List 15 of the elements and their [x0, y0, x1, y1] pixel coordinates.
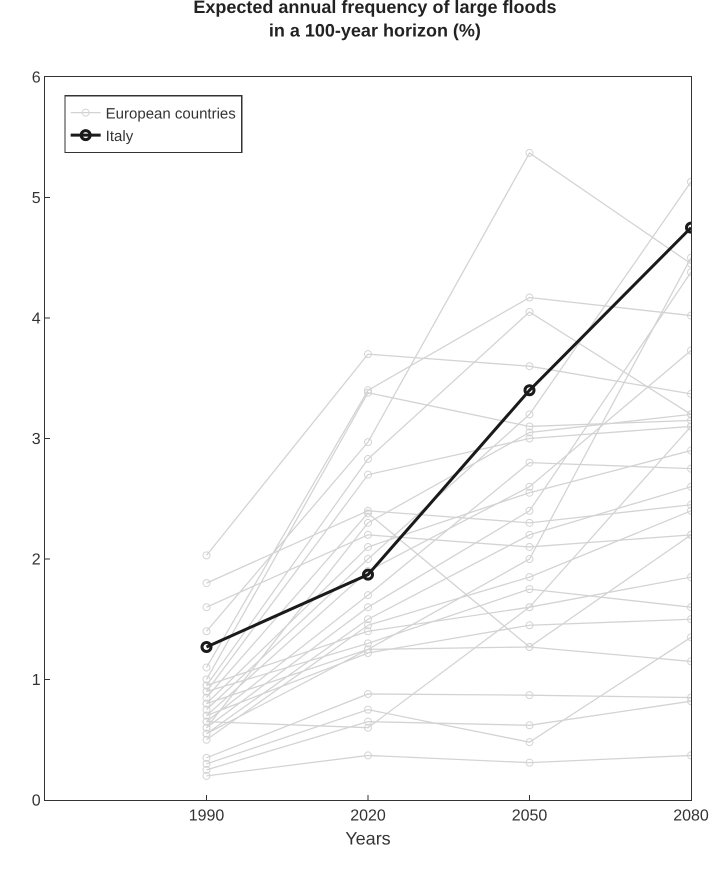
legend-label: European countries: [106, 105, 236, 122]
y-tick-label: 2: [32, 552, 41, 569]
x-axis-title: Years: [345, 828, 391, 848]
y-tick-label: 1: [32, 672, 41, 690]
x-tick-label: 1990: [188, 807, 224, 824]
chart-title: Expected annual frequency of large floods in a 100-year horizon (%): [193, 0, 556, 40]
x-tick-label: 2050: [512, 807, 548, 824]
x-tick-label: 2020: [350, 807, 386, 824]
y-tick-label: 5: [32, 190, 41, 208]
y-tick-label: 3: [32, 431, 41, 448]
legend-label: Italy: [106, 128, 134, 145]
y-tick-label: 4: [32, 310, 41, 328]
y-tick-label: 6: [32, 70, 41, 87]
y-tick-label: 0: [32, 792, 41, 810]
x-tick-label: 2080: [673, 807, 709, 824]
